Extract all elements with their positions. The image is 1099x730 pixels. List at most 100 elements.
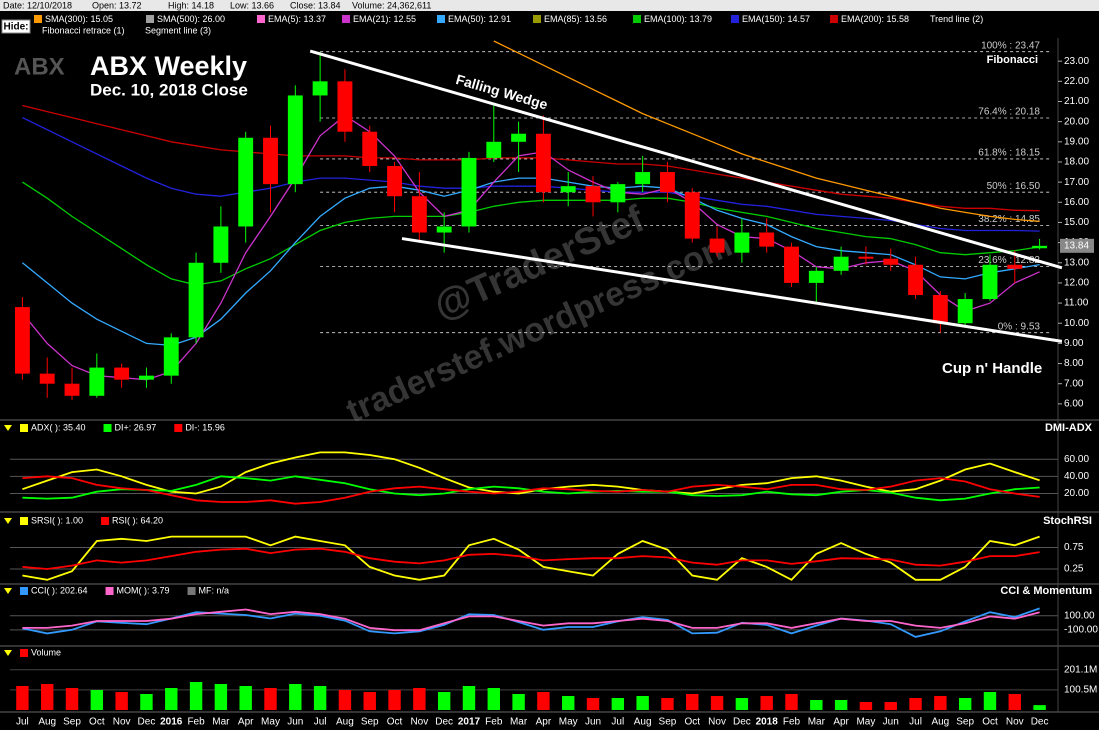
legend-swatch xyxy=(20,517,28,525)
candle-body xyxy=(312,81,328,96)
y-tick-label: 60.00 xyxy=(1064,454,1089,465)
moving-average xyxy=(22,104,1040,212)
legend-label: CCI( ): 202.64 xyxy=(31,585,88,595)
candle-body xyxy=(610,184,626,203)
y-tick-label: 18.00 xyxy=(1064,157,1089,168)
legend-label: SMA(500): 26.00 xyxy=(157,14,225,24)
candle-body xyxy=(188,262,204,338)
moving-average xyxy=(22,117,1040,232)
y-tick-label: 12.00 xyxy=(1064,278,1089,289)
x-tick-label: 2016 xyxy=(160,717,183,728)
y-tick-label: 10.00 xyxy=(1064,318,1089,329)
candle-body xyxy=(957,299,973,324)
candle-body xyxy=(560,186,576,193)
volume-bar xyxy=(165,688,178,710)
volume-bar xyxy=(313,686,327,710)
volume-bar xyxy=(983,692,997,710)
indicator-line xyxy=(22,608,1040,632)
volume-bar xyxy=(586,698,600,710)
volume-bar xyxy=(636,696,649,710)
volume-bar xyxy=(413,688,426,710)
candle-body xyxy=(1007,264,1023,269)
volume-bar xyxy=(264,688,277,710)
y-tick-label: 8.00 xyxy=(1064,358,1084,369)
legend-swatch xyxy=(105,587,114,595)
volume-bar xyxy=(90,690,104,710)
legend-swatch xyxy=(342,15,350,23)
candle-body xyxy=(238,137,254,227)
x-tick-label: Nov xyxy=(113,717,131,728)
x-tick-label: Jul xyxy=(909,717,922,728)
candle-body xyxy=(461,157,477,227)
y-tick-label: 17.00 xyxy=(1064,177,1089,188)
x-tick-label: Feb xyxy=(187,717,205,728)
indicator-line xyxy=(22,547,1040,570)
legend-label: EMA(85): 13.56 xyxy=(544,14,607,24)
candle-body xyxy=(858,256,874,259)
x-tick-label: Nov xyxy=(1006,717,1024,728)
legend-label: EMA(150): 14.57 xyxy=(742,14,810,24)
x-tick-label: Oct xyxy=(684,717,700,728)
candle-body xyxy=(39,373,55,384)
info-field: Date: 12/10/2018 xyxy=(3,0,72,10)
candle-body xyxy=(684,192,700,239)
volume-bar xyxy=(214,684,228,710)
candle-body xyxy=(982,264,998,300)
volume-bar xyxy=(189,682,203,710)
candle-body xyxy=(486,141,502,158)
x-tick-label: Jul xyxy=(314,717,327,728)
hide-button[interactable]: Hide: xyxy=(4,22,29,33)
chart-title: ABX Weekly xyxy=(90,51,247,81)
y-tick-label: 20.00 xyxy=(1064,488,1089,499)
candle-body xyxy=(833,256,849,271)
volume-bar xyxy=(785,694,798,710)
x-tick-label: Feb xyxy=(485,717,503,728)
legend-label: SMA(300): 15.05 xyxy=(45,14,113,24)
candle-body xyxy=(535,133,551,193)
volume-bar xyxy=(487,688,500,710)
x-tick-label: Aug xyxy=(38,717,56,728)
legend-swatch xyxy=(34,15,42,23)
y-tick-label: 15.00 xyxy=(1064,217,1089,228)
candle-body xyxy=(784,246,799,283)
x-tick-label: Dec xyxy=(435,717,453,728)
volume-bar xyxy=(437,692,451,710)
legend-swatch xyxy=(830,15,838,23)
info-bar xyxy=(0,0,1099,11)
candle-body xyxy=(585,186,601,203)
x-tick-label: Mar xyxy=(510,717,528,728)
volume-bar xyxy=(859,702,873,710)
x-tick-label: Apr xyxy=(536,717,552,728)
x-tick-label: Apr xyxy=(238,717,254,728)
trend-line xyxy=(401,237,1063,343)
legend-label: EMA(5): 13.37 xyxy=(268,14,326,24)
y-tick-label: 7.00 xyxy=(1064,378,1084,389)
y-tick-label: 20.00 xyxy=(1064,116,1089,127)
chart-subtitle: Dec. 10, 2018 Close xyxy=(90,80,248,99)
x-tick-label: Nov xyxy=(708,717,726,728)
candle-body xyxy=(287,95,303,185)
x-tick-label: Dec xyxy=(733,717,751,728)
tool-label: Fibonacci retrace (1) xyxy=(42,25,125,35)
fib-label: 0% : 9.53 xyxy=(998,321,1041,332)
x-tick-label: Mar xyxy=(808,717,826,728)
legend-marker xyxy=(4,650,12,656)
x-tick-label: Jun xyxy=(585,717,601,728)
volume-bar xyxy=(958,698,972,710)
candle-body xyxy=(89,367,105,396)
y-tick-label: 11.00 xyxy=(1064,298,1089,309)
candle-body xyxy=(14,307,30,374)
y-tick-label: 201.1M xyxy=(1064,664,1097,675)
candle-body xyxy=(263,137,278,185)
x-tick-label: 2018 xyxy=(756,717,779,728)
hide-button-box[interactable] xyxy=(1,19,31,34)
volume-bar xyxy=(909,698,922,710)
legend-swatch xyxy=(20,587,28,595)
legend-label: EMA(200): 15.58 xyxy=(841,14,909,24)
x-tick-label: 2017 xyxy=(458,717,481,728)
candle-body xyxy=(660,172,675,193)
volume-bar xyxy=(735,698,749,710)
annotation: Cup n' Handle xyxy=(942,360,1042,377)
x-tick-label: Oct xyxy=(89,717,105,728)
